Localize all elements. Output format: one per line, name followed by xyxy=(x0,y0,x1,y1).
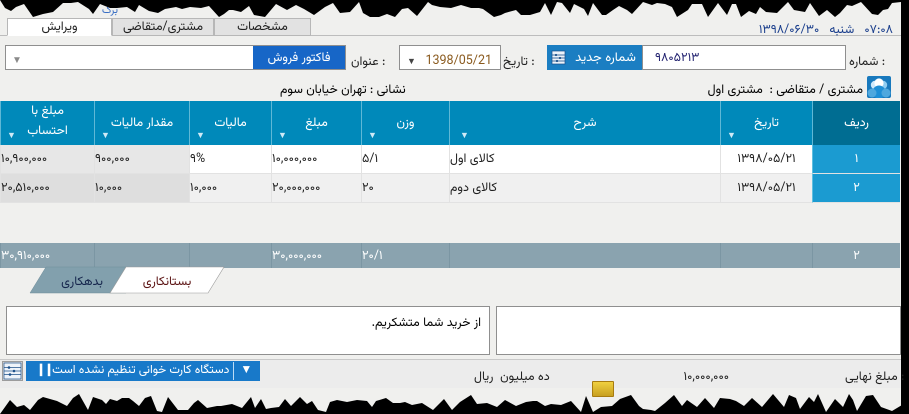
svg-text:بدهکاری: بدهکاری xyxy=(61,272,103,292)
svg-text:بستانکاری: بستانکاری xyxy=(143,272,192,292)
